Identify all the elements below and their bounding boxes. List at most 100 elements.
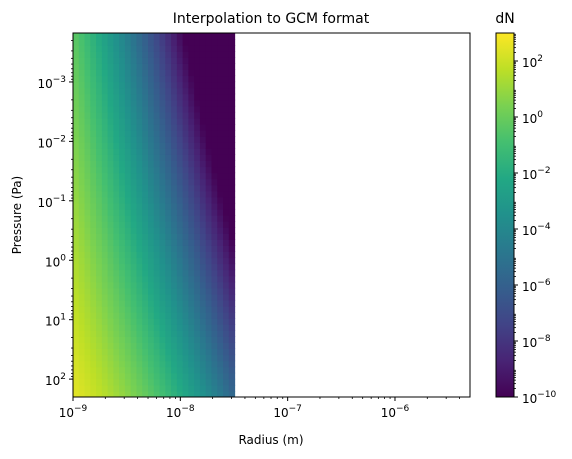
heatmap-cell	[205, 105, 213, 113]
heatmap-cell	[217, 172, 224, 180]
heatmap-cell	[130, 130, 138, 137]
heatmap-cell	[130, 384, 138, 392]
heatmap-cell	[165, 287, 172, 295]
heatmap-cell	[113, 148, 120, 155]
heatmap-cell	[159, 263, 166, 271]
heatmap-cell	[223, 99, 230, 107]
heatmap-cell	[113, 202, 120, 210]
heatmap-cell	[223, 293, 230, 301]
heatmap-cell	[130, 324, 138, 331]
heatmap-cell	[176, 378, 184, 386]
heatmap-cell	[153, 87, 161, 95]
heatmap-cell	[223, 227, 230, 234]
heatmap-cell	[113, 130, 120, 137]
heatmap-cell	[113, 299, 120, 307]
heatmap-cell	[90, 263, 97, 271]
heatmap-cell	[130, 63, 138, 70]
heatmap-cell	[223, 81, 230, 89]
heatmap-cell	[228, 312, 236, 319]
colorbar-tick-label: 10−10	[522, 390, 557, 406]
heatmap-cell	[130, 354, 138, 362]
heatmap-cell	[148, 190, 155, 198]
heatmap-cell	[217, 81, 224, 89]
heatmap-cell	[142, 257, 149, 265]
heatmap-cell	[113, 190, 120, 198]
heatmap-cell	[107, 63, 114, 70]
heatmap-cell	[176, 184, 184, 192]
heatmap-cell	[101, 281, 109, 289]
heatmap-cell	[171, 269, 178, 277]
heatmap-cell	[211, 202, 218, 210]
heatmap-cell	[223, 93, 230, 101]
heatmap-cell	[148, 124, 155, 131]
heatmap-cell	[113, 57, 120, 64]
heatmap-cell	[90, 117, 97, 125]
heatmap-cell	[124, 63, 132, 70]
heatmap-cell	[84, 45, 91, 52]
heatmap-cell	[165, 202, 172, 210]
heatmap-cell	[165, 348, 172, 356]
colorbar-tick-label: 102	[522, 54, 543, 70]
heatmap-cell	[205, 166, 213, 174]
heatmap-cell	[90, 99, 97, 107]
heatmap-cell	[165, 130, 172, 137]
heatmap-cell	[84, 160, 91, 168]
heatmap-cell	[228, 184, 236, 192]
heatmap-cell	[199, 239, 207, 246]
heatmap-cell	[165, 33, 172, 40]
heatmap-cell	[78, 148, 86, 155]
heatmap-cell	[199, 117, 207, 125]
heatmap-cell	[205, 263, 213, 271]
heatmap-cell	[188, 208, 195, 216]
heatmap-cell	[107, 239, 114, 246]
heatmap-cell	[101, 130, 109, 137]
heatmap-cell	[176, 178, 184, 186]
heatmap-cell	[142, 190, 149, 198]
heatmap-cell	[96, 306, 103, 313]
heatmap-cell	[199, 202, 207, 210]
heatmap-cell	[101, 263, 109, 271]
heatmap-cell	[153, 299, 161, 307]
heatmap-cell	[73, 330, 80, 337]
heatmap-cell	[199, 293, 207, 301]
heatmap-cell	[194, 324, 201, 331]
heatmap-cell	[182, 257, 189, 265]
heatmap-cell	[211, 166, 218, 174]
heatmap-cell	[148, 312, 155, 319]
heatmap-cell	[199, 245, 207, 252]
heatmap-cell	[188, 239, 195, 246]
heatmap-cell	[96, 275, 103, 283]
heatmap-cell	[101, 330, 109, 337]
heatmap-cell	[119, 160, 126, 168]
heatmap-cell	[78, 178, 86, 186]
heatmap-cell	[101, 63, 109, 70]
heatmap-cell	[142, 318, 149, 325]
heatmap-cell	[228, 111, 236, 119]
heatmap-cell	[159, 390, 166, 397]
heatmap-cell	[119, 154, 126, 161]
heatmap-cell	[101, 269, 109, 277]
heatmap-cell	[73, 208, 80, 216]
heatmap-cell	[194, 251, 201, 259]
heatmap-cell	[119, 330, 126, 337]
heatmap-cell	[153, 81, 161, 89]
heatmap-cell	[194, 281, 201, 289]
heatmap-cell	[148, 154, 155, 161]
heatmap-cell	[188, 306, 195, 313]
heatmap-cell	[142, 312, 149, 319]
y-axis-label: Pressure (Pa)	[10, 176, 24, 254]
heatmap-cell	[194, 384, 201, 392]
heatmap-cell	[165, 330, 172, 337]
heatmap-cell	[182, 287, 189, 295]
heatmap-cell	[153, 148, 161, 155]
heatmap-cell	[188, 124, 195, 131]
heatmap-cell	[228, 263, 236, 271]
heatmap-cell	[228, 178, 236, 186]
heatmap-cell	[113, 142, 120, 149]
heatmap-cell	[130, 330, 138, 337]
heatmap-cell	[153, 360, 161, 368]
heatmap-cell	[78, 281, 86, 289]
heatmap-cell	[130, 299, 138, 307]
heatmap-cell	[78, 293, 86, 301]
